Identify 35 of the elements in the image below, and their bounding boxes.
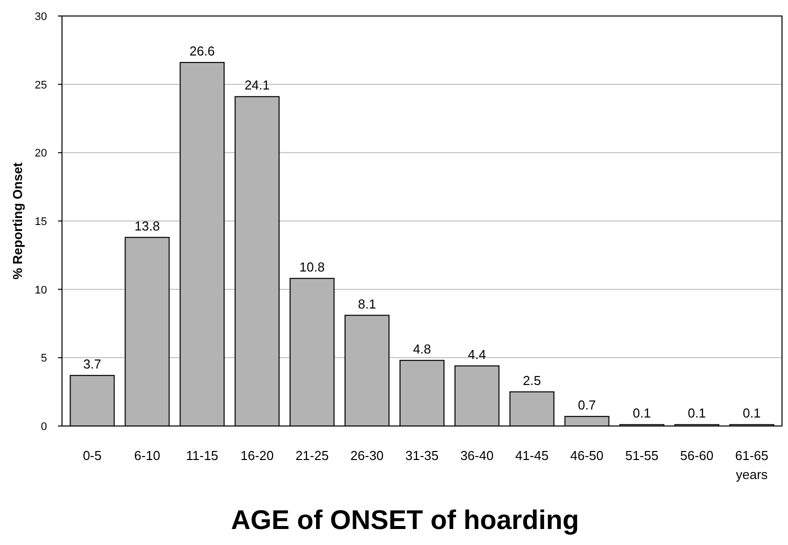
x-tick-label: 26-30: [350, 448, 384, 463]
x-tick-label: 21-25: [295, 448, 329, 463]
data-label: 0.1: [632, 406, 651, 421]
y-tick-label: 25: [34, 79, 47, 92]
x-tick-label: 46-50: [570, 448, 604, 463]
x-tick-label: 61-65 years: [735, 448, 768, 482]
data-label: 10.8: [299, 259, 325, 274]
data-label: 8.1: [358, 296, 376, 312]
y-axis-title: % Reporting Onset: [10, 162, 25, 280]
data-label: 3.7: [83, 356, 102, 372]
data-label: 24.1: [244, 78, 270, 93]
data-label: 0.7: [578, 397, 596, 412]
data-label: 0.1: [742, 406, 761, 421]
data-label: 4.8: [412, 341, 432, 356]
x-tick-label: 51-55: [625, 448, 658, 463]
x-tick-label: 31-35: [405, 448, 439, 463]
y-tick-label: 5: [40, 352, 47, 365]
y-tick-label: 30: [34, 11, 47, 23]
x-tick-label: 0-5: [82, 448, 102, 463]
text: AGE of ONSET of hoarding: [231, 505, 579, 535]
data-label: 13.8: [134, 218, 160, 234]
x-tick-label: 11-15: [186, 448, 218, 463]
x-tick-label: 56-60: [680, 448, 714, 463]
data-label: 0.1: [688, 406, 706, 421]
x-tick-label: 6-10: [134, 448, 160, 463]
y-tick-label: 15: [34, 216, 47, 228]
y-tick-label: 10: [34, 284, 47, 296]
x-tick-label: 41-45: [515, 448, 549, 463]
data-label: 26.6: [189, 43, 215, 58]
data-label: 4.4: [468, 346, 486, 362]
data-label: 2.5: [522, 372, 541, 388]
x-tick-label: 16-20: [240, 448, 274, 463]
y-tick-label: 0: [40, 421, 47, 433]
x-tick-label: 36-40: [460, 448, 494, 463]
y-tick-label: 20: [34, 148, 47, 160]
